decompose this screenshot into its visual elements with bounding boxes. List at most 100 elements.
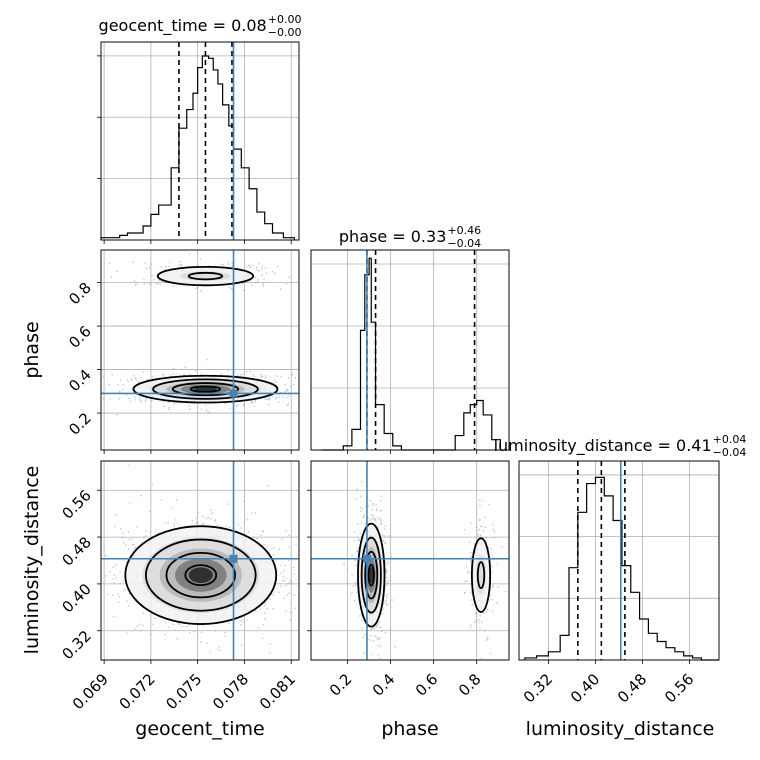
sample-point [189, 408, 191, 411]
sample-point [286, 396, 288, 399]
sample-point [479, 627, 481, 630]
sample-point [112, 594, 114, 596]
sample-point [227, 261, 230, 264]
sample-point [179, 260, 182, 263]
sample-point [360, 614, 363, 616]
sample-point [254, 399, 257, 402]
sample-point [371, 514, 373, 517]
sample-point [261, 274, 264, 276]
sample-point [134, 628, 137, 630]
sample-point [386, 593, 389, 595]
sample-point [264, 376, 267, 379]
sample-point [379, 509, 382, 512]
sample-point [266, 484, 269, 487]
sample-point [371, 627, 373, 630]
sample-point [478, 528, 481, 531]
sample-point [287, 389, 289, 392]
sample-point [242, 404, 245, 406]
sample-point [112, 615, 115, 618]
sample-point [280, 375, 282, 378]
sample-point [346, 582, 348, 584]
sample-point [245, 266, 248, 268]
sample-point [196, 522, 198, 525]
sample-point [369, 520, 372, 522]
sample-point [475, 612, 478, 614]
sample-point [278, 396, 281, 398]
sample-point [160, 266, 163, 268]
sample-point [253, 405, 256, 407]
sample-point [116, 270, 118, 273]
sample-point [204, 404, 207, 407]
sample-point [255, 610, 257, 613]
sample-point [126, 379, 129, 381]
sample-point [283, 597, 286, 599]
sample-point [229, 407, 231, 410]
sample-point [153, 279, 155, 281]
sample-point [377, 638, 379, 641]
sample-point [278, 548, 280, 551]
sample-point [209, 651, 211, 654]
sample-point [202, 515, 204, 518]
sample-point [381, 630, 383, 632]
sample-point [162, 400, 165, 403]
sample-point [106, 593, 108, 596]
sample-point [176, 523, 179, 525]
sample-point [119, 582, 122, 585]
sample-point [122, 580, 124, 583]
sample-point [385, 572, 388, 574]
sample-point [207, 516, 210, 519]
sample-point [474, 536, 476, 539]
sample-point [228, 286, 230, 289]
sample-point [383, 528, 386, 530]
sample-point [490, 570, 493, 573]
sample-point [259, 373, 262, 376]
sample-point [377, 654, 380, 656]
y-tick-label: 0.56 [58, 486, 94, 522]
sample-point [126, 600, 128, 602]
sample-point [480, 621, 483, 623]
sample-point [253, 536, 255, 538]
sample-point [259, 608, 262, 610]
sample-point [127, 530, 130, 533]
panel-frame [310, 249, 510, 451]
density-fill [193, 387, 217, 392]
sample-point [362, 516, 365, 519]
sample-point [254, 281, 257, 284]
sample-point [379, 519, 382, 522]
x-tick-label: 0.072 [116, 670, 159, 713]
sample-point [355, 581, 357, 584]
sample-point [251, 512, 253, 515]
sample-point [140, 629, 142, 632]
sample-point [292, 566, 295, 569]
sample-point [254, 400, 256, 403]
sample-point [194, 369, 197, 372]
sample-point [151, 274, 153, 277]
sample-point [285, 610, 288, 612]
sample-point [196, 512, 199, 514]
sample-point [285, 283, 288, 285]
x-tick-label: 0.4 [369, 670, 399, 700]
sample-point [361, 636, 364, 639]
sample-point [118, 390, 121, 393]
sample-point [375, 521, 377, 523]
histogram-phase [321, 257, 501, 451]
sample-point [252, 264, 254, 267]
sample-point [283, 575, 285, 578]
sample-point [343, 563, 345, 565]
sample-point [195, 517, 198, 520]
sample-point [491, 610, 494, 613]
sample-point [247, 530, 250, 533]
sample-point [143, 278, 145, 281]
sample-point [288, 534, 290, 537]
sample-point [189, 373, 192, 376]
sample-point [164, 521, 167, 524]
sample-point [119, 571, 121, 573]
sample-point [240, 374, 242, 376]
sample-point [469, 541, 471, 543]
sample-point [484, 629, 486, 631]
sample-point [188, 624, 190, 626]
sample-point [184, 366, 187, 369]
sample-point [495, 602, 498, 604]
sample-point [128, 464, 131, 467]
sample-point [355, 498, 358, 500]
